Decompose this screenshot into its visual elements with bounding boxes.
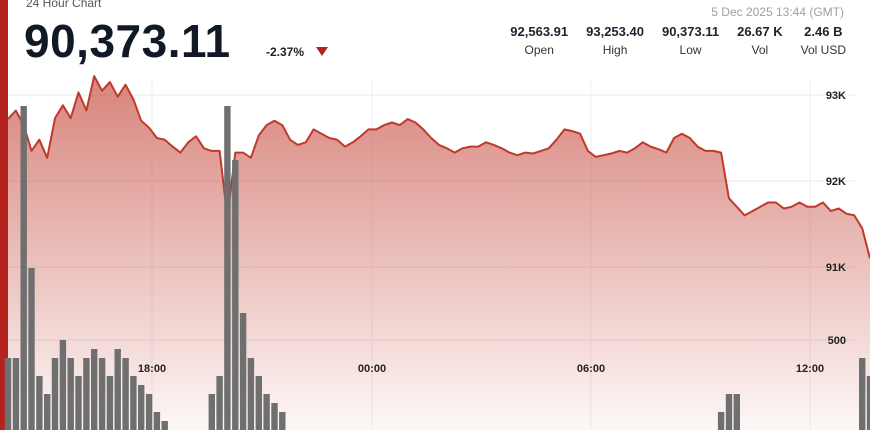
stat-label: High: [602, 43, 628, 57]
volume-bar: [12, 358, 20, 430]
stat-low: 90,373.11 Low: [662, 24, 719, 57]
stat-high: 93,253.40 High: [586, 24, 644, 57]
y-tick-label: 92K: [826, 176, 846, 188]
volume-bar: [138, 385, 145, 430]
volume-bar: [20, 106, 27, 430]
volume-bar: [4, 358, 12, 430]
x-axis: 18:00 00:00 06:00 12:00: [138, 363, 824, 375]
stat-value: 26.67 K: [737, 24, 783, 39]
volume-bar: [59, 340, 67, 430]
volume-bar: [51, 358, 59, 430]
volume-bar: [859, 358, 866, 430]
current-price: 90,373.11: [24, 15, 231, 67]
stat-vol-usd: 2.46 B Vol USD: [801, 24, 846, 57]
stat-value: 93,253.40: [586, 24, 644, 39]
price-area-fill: [8, 76, 870, 430]
price-area: [7, 75, 870, 430]
chart-subtitle: 24 Hour Chart: [26, 0, 102, 10]
volume-bar: [224, 106, 231, 430]
volume-bar: [271, 403, 278, 430]
volume-bar: [130, 376, 137, 430]
stat-open: 92,563.91 Open: [510, 24, 568, 57]
volume-bar: [247, 358, 255, 430]
volume-bar: [28, 268, 35, 430]
volume-bar: [208, 394, 215, 430]
volume-bar: [255, 376, 262, 430]
volume-bar: [122, 358, 129, 430]
volume-bar: [232, 160, 239, 430]
down-arrow-icon: [316, 47, 328, 56]
volume-bar: [153, 412, 161, 430]
stat-label: Low: [679, 43, 702, 57]
x-tick-label: 06:00: [577, 363, 605, 375]
volume-bar: [161, 421, 168, 430]
accent-bar: [0, 0, 8, 430]
stat-label: Open: [524, 43, 554, 57]
volume-bar: [239, 313, 247, 430]
volume-bar: [216, 376, 223, 430]
y-axis: 93K 92K 91K 500: [826, 90, 846, 347]
volume-bar: [44, 394, 51, 430]
volume-bar: [717, 412, 725, 430]
timestamp: 5 Dec 2025 13:44 (GMT): [711, 5, 844, 19]
price-line: [7, 75, 870, 259]
y-tick-label: 91K: [826, 262, 846, 274]
stat-value: 2.46 B: [804, 24, 843, 39]
stat-label: Vol: [751, 43, 769, 57]
volume-bar: [91, 349, 98, 430]
stat-value: 90,373.11: [661, 24, 720, 39]
volume-bars: [4, 106, 870, 430]
stats-bar: 92,563.91 Open 93,253.40 High 90,373.11 …: [492, 24, 846, 57]
volume-bar: [36, 376, 43, 430]
volume-bar: [98, 358, 106, 430]
stat-value: 92,563.91: [510, 24, 569, 39]
x-tick-label: 18:00: [138, 363, 166, 375]
y-tick-label: 93K: [826, 90, 846, 102]
volume-bar: [83, 358, 90, 430]
volume-bar: [145, 394, 153, 430]
volume-bar: [866, 376, 870, 430]
volume-bar: [106, 376, 114, 430]
volume-bar: [725, 394, 733, 430]
stat-vol: 26.67 K Vol: [737, 24, 783, 57]
volume-bar: [67, 358, 74, 430]
y-tick-label: 500: [828, 335, 846, 347]
x-tick-label: 00:00: [358, 363, 386, 375]
volume-bar: [114, 349, 121, 430]
volume-bar: [75, 376, 82, 430]
stat-label: Vol USD: [800, 43, 846, 57]
price-change: -2.37%: [266, 45, 305, 59]
x-tick-label: 12:00: [796, 363, 824, 375]
volume-bar: [733, 394, 740, 430]
volume-bar: [263, 394, 270, 430]
volume-bar: [279, 412, 286, 430]
